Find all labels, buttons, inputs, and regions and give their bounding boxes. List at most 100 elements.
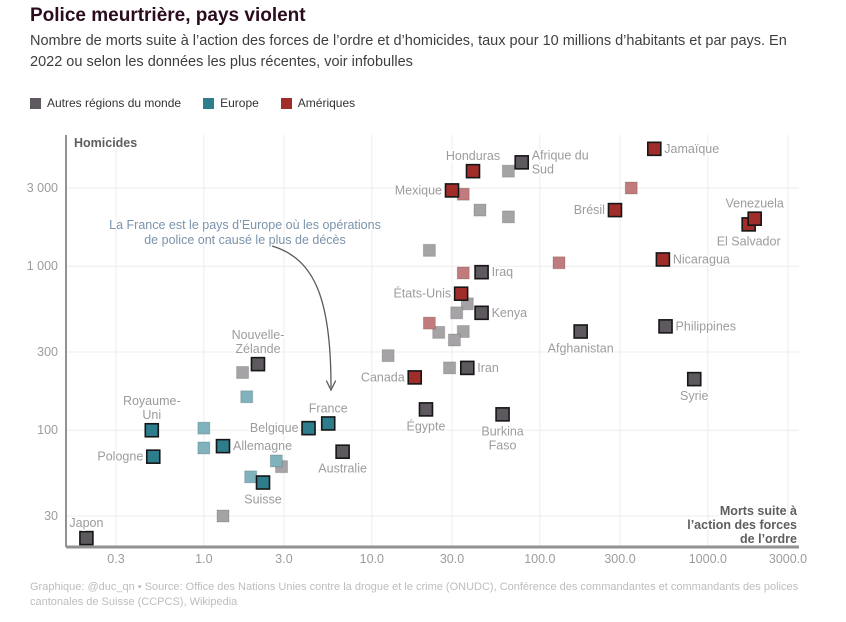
legend-label: Europe (220, 96, 259, 110)
data-point[interactable] (422, 243, 436, 257)
country-label-nouvelle-zelande: Zélande (235, 342, 280, 356)
country-label-iraq: Iraq (492, 265, 514, 279)
country-label-burkina-faso: Burkina (481, 424, 523, 438)
data-point[interactable] (236, 365, 250, 379)
country-label-pologne: Pologne (97, 450, 143, 464)
country-label-royaume-uni: Royaume- (123, 394, 181, 408)
y-tick-label: 3 000 (27, 181, 58, 195)
country-label-japon: Japon (69, 516, 103, 530)
data-point[interactable] (501, 164, 515, 178)
data-point-etats-unis[interactable] (453, 286, 469, 302)
country-label-belgique: Belgique (250, 421, 299, 435)
data-point-nouvelle-zelande[interactable] (250, 356, 266, 372)
legend-item-autres: Autres régions du monde (30, 96, 181, 110)
country-label-royaume-uni: Uni (142, 408, 161, 422)
data-point-nicaragua[interactable] (655, 252, 671, 267)
legend-item-europe: Europe (203, 96, 259, 110)
data-point-afghanistan[interactable] (573, 324, 588, 339)
annotation-text: La France est le pays d’Europe où les op… (109, 218, 381, 232)
legend: Autres régions du monde Europe Amériques (30, 96, 355, 110)
legend-label: Autres régions du monde (47, 96, 182, 110)
data-point[interactable] (381, 349, 395, 363)
data-point[interactable] (244, 470, 258, 484)
y-tick-label: 1 000 (27, 259, 58, 273)
country-label-france: France (309, 401, 348, 415)
country-label-allemagne: Allemagne (233, 439, 292, 453)
data-point-jamaique[interactable] (646, 141, 662, 157)
legend-item-ameriques: Amériques (280, 96, 356, 110)
x-tick-label: 1000.0 (689, 552, 727, 566)
data-point[interactable] (447, 333, 461, 347)
country-label-afrique-du-sud: Afrique du (532, 148, 589, 162)
data-point[interactable] (197, 441, 211, 455)
data-point-australie[interactable] (335, 444, 350, 459)
data-point-mexique[interactable] (444, 183, 460, 198)
data-point[interactable] (432, 325, 446, 339)
data-point[interactable] (624, 181, 638, 195)
country-label-egypte: Égypte (407, 418, 446, 433)
y-axis-title: Homicides (74, 136, 137, 150)
legend-label: Amériques (297, 96, 356, 110)
data-point[interactable] (240, 390, 254, 404)
data-point[interactable] (197, 421, 211, 435)
data-point[interactable] (456, 266, 470, 280)
points-layer: Japon Royaume-Uni Pologne Allemagne Suisse Be… (68, 140, 785, 546)
country-label-el-salvador: El Salvador (717, 234, 781, 248)
chart-subtitle: Nombre de morts suite à l’action des for… (30, 33, 787, 70)
data-point-pologne[interactable] (145, 449, 161, 464)
x-tick-label: 3.0 (275, 552, 292, 566)
data-point-syrie[interactable] (686, 371, 702, 387)
x-axis-title: de l’ordre (740, 532, 797, 546)
country-label-venezuela: Venezuela (725, 197, 783, 211)
country-label-suisse: Suisse (244, 493, 282, 507)
x-axis-title: l’action des forces (687, 518, 797, 532)
data-point-iran[interactable] (460, 360, 475, 376)
country-label-nouvelle-zelande: Nouvelle- (232, 328, 285, 342)
annotation-arrow (271, 245, 332, 388)
data-point-kenya[interactable] (474, 305, 489, 321)
data-point-honduras[interactable] (465, 163, 481, 179)
data-point-belgique[interactable] (301, 420, 316, 436)
data-point-canada[interactable] (407, 370, 423, 385)
data-point[interactable] (450, 306, 464, 320)
data-point-france[interactable] (320, 416, 336, 431)
data-point[interactable] (552, 256, 566, 270)
country-label-etats-unis: États-Unis (393, 286, 451, 301)
x-tick-label: 100.0 (524, 552, 555, 566)
data-point[interactable] (269, 454, 283, 468)
data-point-egypte[interactable] (418, 402, 434, 417)
data-point-royaume-uni[interactable] (144, 422, 160, 438)
data-point-philippines[interactable] (658, 319, 673, 334)
country-label-honduras: Honduras (446, 149, 500, 163)
y-tick-label: 100 (37, 423, 58, 437)
data-point-bresil[interactable] (607, 202, 623, 218)
country-label-nicaragua: Nicaragua (673, 252, 730, 266)
x-tick-label: 10.0 (360, 552, 384, 566)
country-label-canada: Canada (361, 370, 405, 384)
legend-swatch-europe (203, 97, 215, 109)
data-point-japon[interactable] (79, 530, 94, 546)
country-label-kenya: Kenya (492, 306, 527, 320)
x-axis-title: Morts suite à (720, 504, 797, 518)
legend-swatch-ameriques (280, 97, 292, 109)
data-point[interactable] (443, 361, 457, 375)
data-point-allemagne[interactable] (215, 438, 231, 454)
annotation-arrowhead (325, 380, 337, 392)
data-point[interactable] (216, 509, 230, 523)
country-label-bresil: Brésil (574, 203, 605, 217)
country-label-afghanistan: Afghanistan (548, 342, 614, 356)
data-point-suisse[interactable] (255, 475, 271, 490)
x-tick-label: 30.0 (440, 552, 464, 566)
data-point[interactable] (473, 203, 487, 217)
x-tick-label: 3000.0 (769, 552, 807, 566)
data-point[interactable] (422, 316, 436, 330)
data-point-venezuela[interactable] (747, 211, 762, 226)
y-tick-label: 300 (37, 345, 58, 359)
data-point-afrique-du-sud[interactable] (514, 155, 530, 170)
data-point-iraq[interactable] (474, 264, 489, 280)
y-tick-label: 30 (44, 509, 58, 523)
data-point-burkina-faso[interactable] (495, 407, 510, 422)
data-point[interactable] (501, 210, 515, 224)
annotation-text: de police ont causé le plus de décès (144, 233, 346, 247)
country-label-burkina-faso: Faso (489, 438, 517, 452)
